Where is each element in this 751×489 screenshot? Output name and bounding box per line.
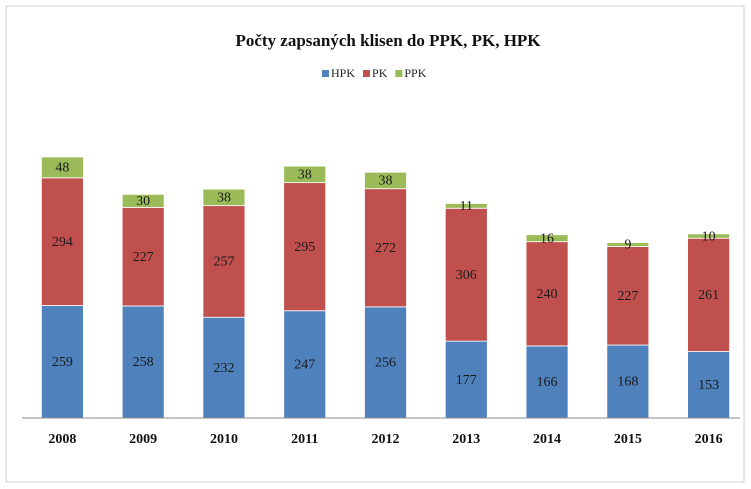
data-label: 257 [213, 255, 234, 270]
data-label: 247 [294, 358, 315, 373]
data-label: 259 [52, 355, 73, 370]
data-label: 168 [617, 375, 638, 390]
bar-segment [687, 233, 731, 239]
bar-segment [606, 242, 650, 247]
bar-segment [525, 241, 569, 347]
bar-segment [364, 306, 407, 419]
bar-segment [40, 305, 84, 419]
bar-segment [121, 206, 165, 307]
data-label: 256 [375, 356, 396, 371]
x-tick-label: 2013 [452, 432, 480, 447]
bar-segment [364, 188, 407, 308]
bar-segment [444, 203, 488, 209]
bar-segment [202, 316, 246, 419]
legend-swatch [395, 70, 403, 77]
data-label: 153 [698, 378, 719, 393]
data-label: 11 [460, 199, 473, 214]
data-label: 9 [624, 238, 631, 253]
x-tick-label: 2015 [614, 432, 642, 447]
bar-segment [525, 234, 569, 243]
bar-segment [606, 246, 650, 346]
bar-segment [687, 351, 731, 419]
x-tick-label: 2011 [291, 432, 318, 447]
bar-segment [687, 237, 731, 352]
legend-swatch [363, 70, 371, 77]
data-label: 272 [375, 241, 396, 256]
bar-segment [40, 156, 84, 179]
bar-segment [364, 171, 407, 190]
data-label: 10 [702, 229, 716, 244]
data-label: 16 [540, 231, 554, 246]
data-label: 38 [217, 191, 231, 206]
bar-segment [283, 165, 327, 184]
bar-segment [202, 188, 246, 207]
data-label: 258 [133, 355, 154, 370]
bar-segment [202, 205, 246, 318]
data-label: 295 [294, 240, 315, 255]
bar-segment [283, 182, 327, 312]
x-tick-label: 2008 [48, 432, 76, 447]
legend-label: PK [372, 66, 388, 80]
data-label: 227 [133, 250, 154, 265]
legend-label: HPK [331, 66, 355, 80]
chart-title: Počty zapsaných klisen do PPK, PK, HPK [235, 31, 541, 50]
data-label: 166 [537, 375, 558, 390]
data-label: 261 [698, 288, 719, 303]
data-label: 240 [537, 287, 558, 302]
data-label: 294 [52, 235, 73, 250]
bar-segment [444, 340, 488, 419]
x-tick-label: 2010 [210, 432, 238, 447]
x-tick-label: 2014 [533, 432, 561, 447]
data-label: 48 [55, 161, 69, 176]
data-label: 177 [456, 373, 477, 388]
data-label: 30 [136, 194, 150, 209]
legend-swatch [322, 70, 329, 77]
x-tick-label: 2016 [695, 432, 723, 447]
legend-label: PPK [404, 66, 426, 80]
bar-segment [121, 193, 165, 208]
x-tick-label: 2012 [372, 432, 400, 447]
data-label: 227 [617, 289, 638, 304]
data-label: 38 [379, 174, 393, 189]
bar-segment [283, 310, 327, 419]
data-label: 306 [456, 268, 477, 283]
data-label: 232 [213, 361, 234, 376]
bar-segment [444, 207, 488, 342]
data-label: 38 [298, 168, 312, 183]
x-tick-label: 2009 [129, 432, 157, 447]
